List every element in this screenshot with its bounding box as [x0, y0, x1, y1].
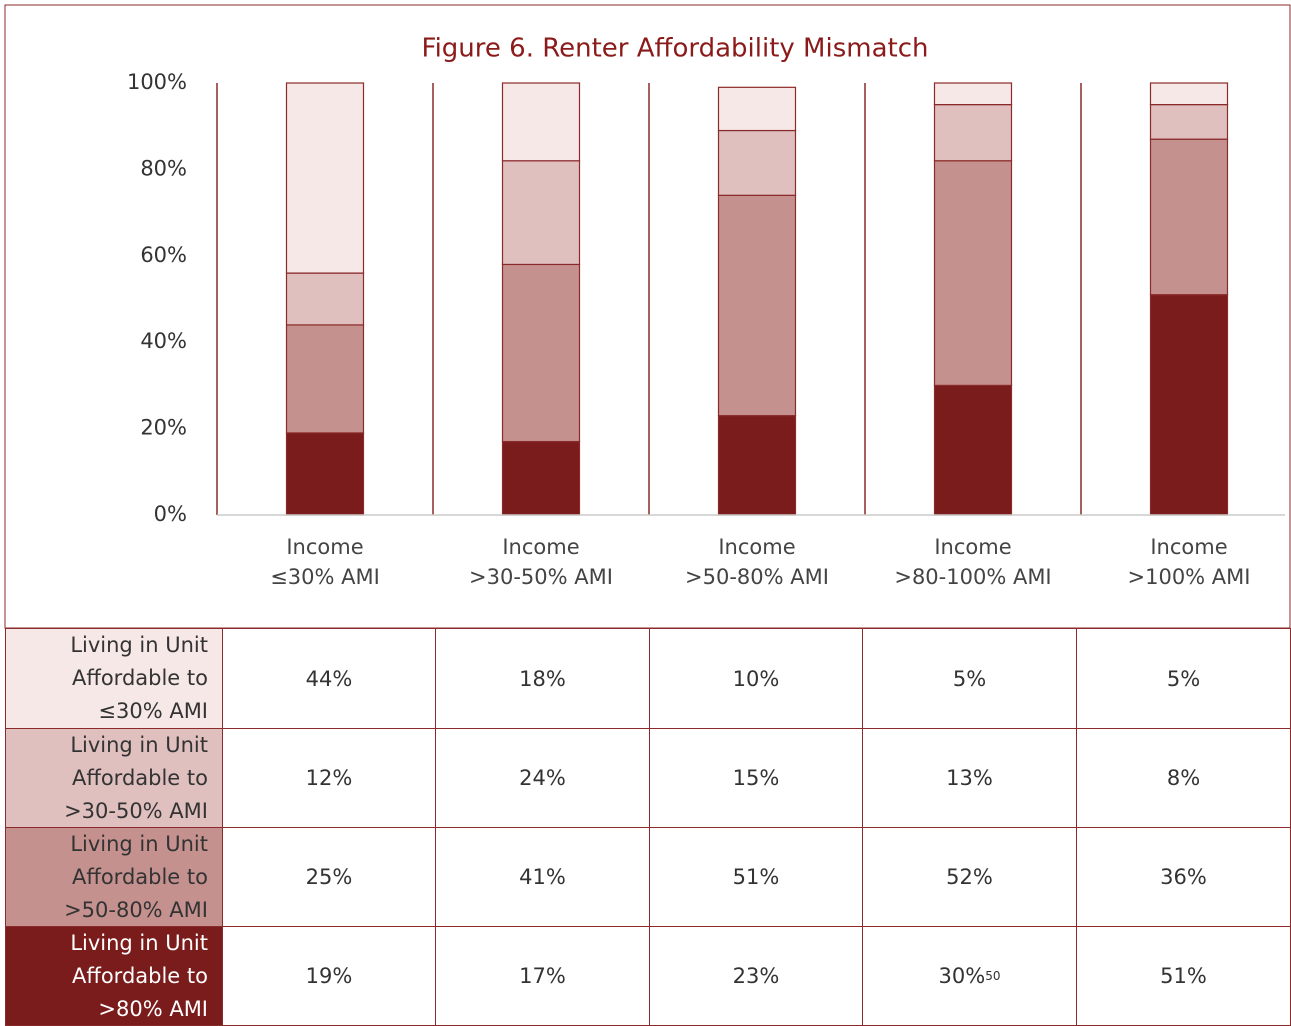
table-cell: 24%: [435, 728, 650, 828]
table-cell: 18%: [435, 628, 650, 729]
y-tick-label: 60%: [140, 243, 187, 267]
value-label: 19%: [305, 964, 353, 988]
table-cell: 10%: [649, 628, 863, 729]
value-label: 52%: [946, 865, 993, 889]
table-cell: 36%: [1076, 827, 1291, 927]
value-label: 13%: [946, 766, 993, 790]
table-cell: 12%: [222, 728, 436, 828]
table-cell: 44%: [222, 628, 436, 729]
chart: Figure 6. Renter Affordability Mismatch …: [4, 4, 1291, 629]
bar-segment: [501, 440, 581, 516]
bar-segment: [501, 263, 581, 443]
bar-segment: [933, 82, 1013, 106]
table-cell: 19%: [222, 926, 436, 1026]
row-label: Living in Unit Affordable to ≤30% AMI: [5, 628, 223, 729]
value-label: 23%: [732, 964, 780, 988]
bar-segment: [1149, 82, 1229, 106]
x-tick-label: Income: [1150, 535, 1227, 559]
value-label: 10%: [732, 666, 780, 691]
x-tick-label: >30-50% AMI: [469, 565, 613, 589]
table-cell: 8%: [1076, 728, 1291, 828]
value-label: 36%: [1160, 865, 1207, 889]
bar-segment: [285, 432, 365, 516]
x-tick-label: Income: [286, 535, 363, 559]
row-label-text: Living in Unit Affordable to >30-50% AMI: [64, 732, 208, 823]
bar-segment: [933, 103, 1013, 162]
table-cell: 23%: [649, 926, 863, 1026]
chart-title: Figure 6. Renter Affordability Mismatch: [422, 34, 929, 64]
value-label: 51%: [1160, 964, 1207, 988]
value-label: 17%: [519, 964, 566, 988]
row-label: Living in Unit Affordable to >30-50% AMI: [5, 728, 223, 828]
bar-segment: [933, 160, 1013, 386]
value-label: 5%: [952, 666, 987, 691]
x-tick-label: >50-80% AMI: [685, 565, 829, 589]
y-tick-label: 80%: [140, 156, 187, 180]
bar-segment: [501, 82, 581, 162]
bar-segment: [717, 415, 797, 516]
chart-border: [4, 4, 1291, 629]
row-label: Living in Unit Affordable to >80% AMI: [5, 926, 223, 1026]
bar-segment: [717, 194, 797, 417]
row-label-text: Living in Unit Affordable to ≤30% AMI: [70, 633, 208, 723]
y-tick-label: 0%: [154, 502, 187, 526]
value-label: 51%: [732, 865, 780, 889]
value-label: 12%: [305, 766, 353, 790]
table-cell: 51%: [1076, 926, 1291, 1026]
table-cell: 41%: [435, 827, 650, 927]
table-cell: 30% 50: [862, 926, 1077, 1026]
bar-segment: [1149, 138, 1229, 296]
x-tick-label: ≤30% AMI: [270, 565, 380, 589]
table-cell: 5%: [1076, 628, 1291, 729]
value-label: 15%: [732, 766, 780, 790]
x-tick-label: >80-100% AMI: [894, 565, 1051, 589]
table-cell: 15%: [649, 728, 863, 828]
value-label: 30%: [938, 964, 986, 988]
table-cell: 17%: [435, 926, 650, 1026]
x-tick-label: Income: [718, 535, 795, 559]
x-tick-label: Income: [934, 535, 1011, 559]
row-label: Living in Unit Affordable to >50-80% AMI: [5, 827, 223, 927]
bar-segment: [285, 324, 365, 434]
value-label: 8%: [1166, 766, 1201, 790]
row-label-text: Living in Unit Affordable to >50-80% AMI: [64, 831, 208, 922]
value-label: 18%: [519, 666, 566, 691]
table-cell: 5%: [862, 628, 1077, 729]
value-label: 25%: [305, 865, 353, 889]
y-tick-label: 40%: [140, 329, 187, 353]
value-label: 24%: [519, 766, 566, 790]
y-tick-label: 100%: [127, 70, 187, 94]
x-tick-label: >100% AMI: [1128, 565, 1251, 589]
row-label-text: Living in Unit Affordable to >80% AMI: [70, 930, 208, 1021]
value-label: 44%: [305, 666, 353, 691]
table-cell: 51%: [649, 827, 863, 927]
table-cell: 25%: [222, 827, 436, 927]
bar-segment: [501, 160, 581, 266]
bar-segment: [285, 272, 365, 326]
value-label: 41%: [519, 865, 566, 889]
bar-segment: [285, 82, 365, 274]
table-cell: 52%: [862, 827, 1077, 927]
value-label: 5%: [1166, 666, 1201, 691]
bar-segment: [717, 86, 797, 132]
bar-segment: [717, 129, 797, 196]
table-cell: 13%: [862, 728, 1077, 828]
bar-segment: [933, 384, 1013, 516]
bar-segment: [1149, 294, 1229, 516]
footnote-ref: 50: [985, 969, 1001, 983]
bar-segment: [1149, 103, 1229, 140]
x-tick-label: Income: [502, 535, 579, 559]
y-tick-label: 20%: [140, 416, 187, 440]
